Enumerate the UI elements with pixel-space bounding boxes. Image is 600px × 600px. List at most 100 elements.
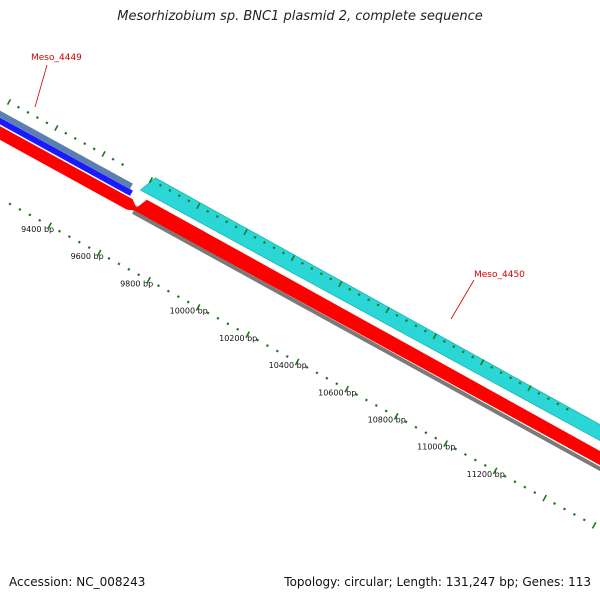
minor-tick [329, 277, 333, 281]
bp-tick-label: 9800 bp [120, 279, 153, 288]
minor-tick [111, 157, 115, 161]
minor-tick [285, 354, 289, 358]
minor-tick [364, 398, 368, 402]
major-tick [196, 203, 201, 210]
minor-tick [325, 376, 329, 380]
minor-tick [518, 381, 522, 385]
minor-tick [367, 298, 371, 302]
major-tick [338, 281, 343, 288]
minor-tick [374, 403, 378, 407]
gene-label-meso-4449: Meso_4449 [31, 53, 82, 63]
minor-tick [395, 313, 399, 317]
minor-tick [319, 272, 323, 276]
minor-tick [565, 407, 569, 411]
major-tick [6, 98, 12, 106]
minor-tick [523, 485, 527, 489]
topology-summary: Topology: circular; Length: 131,247 bp; … [284, 575, 591, 589]
minor-tick [8, 202, 12, 206]
minor-tick [404, 319, 408, 323]
minor-tick [166, 289, 170, 293]
minor-tick [16, 105, 20, 109]
leader-line [450, 279, 475, 320]
gene-meso-4449 [0, 117, 133, 196]
minor-tick [434, 436, 438, 440]
minor-tick [26, 110, 30, 114]
bp-tick-label: 9400 bp [21, 225, 54, 234]
minor-tick [127, 267, 131, 271]
major-tick [480, 359, 485, 366]
minor-tick [537, 391, 541, 395]
minor-tick [275, 349, 279, 353]
backbone-line-lower [132, 210, 600, 472]
minor-tick [281, 251, 285, 255]
major-tick [432, 333, 437, 340]
minor-tick [18, 207, 22, 211]
minor-tick [87, 246, 91, 250]
minor-tick [357, 293, 361, 297]
minor-tick [553, 502, 557, 506]
minor-tick [499, 371, 503, 375]
minor-tick [58, 229, 62, 233]
gene-meso-4450 [139, 177, 600, 441]
minor-tick [35, 116, 39, 120]
minor-tick [562, 507, 566, 511]
major-tick [344, 385, 350, 393]
major-tick [591, 521, 597, 529]
minor-tick [226, 322, 230, 326]
minor-tick [452, 345, 456, 349]
minor-tick [533, 491, 537, 495]
major-tick [47, 222, 52, 230]
major-tick [542, 494, 548, 502]
minor-tick [376, 303, 380, 307]
minor-tick [463, 453, 467, 456]
minor-tick [414, 425, 418, 429]
minor-tick [355, 393, 359, 397]
minor-tick [28, 213, 32, 217]
minor-tick [300, 261, 304, 265]
minor-tick [206, 209, 210, 213]
minor-tick [216, 316, 220, 320]
minor-tick [73, 136, 77, 140]
minor-tick [253, 235, 257, 239]
minor-tick [348, 287, 352, 291]
major-tick [146, 276, 152, 284]
map-title: Mesorhizobium sp. BNC1 plasmid 2, comple… [117, 9, 483, 24]
major-tick [492, 467, 498, 475]
major-tick [101, 151, 106, 158]
major-tick [148, 177, 154, 184]
bp-tick-label: 10000 bp [170, 307, 208, 316]
minor-tick [582, 518, 586, 522]
minor-tick [335, 382, 339, 386]
major-tick [290, 255, 296, 262]
minor-tick [38, 218, 42, 222]
minor-tick [67, 235, 71, 239]
major-tick [243, 229, 248, 236]
gene-red-band [133, 199, 600, 465]
labels-layer: Meso_4449 Meso_4450 [31, 53, 525, 320]
minor-tick [117, 262, 121, 266]
bp-tick-label: 10800 bp [368, 416, 406, 425]
minor-tick [503, 474, 507, 478]
gene-strip-steel [0, 110, 133, 189]
minor-tick [265, 344, 269, 348]
minor-tick [513, 480, 517, 484]
lower-tick-row: 9400 bp 9600 bp 9800 bp 10000 bp 10200 bp 104… [8, 202, 597, 529]
minor-tick [77, 240, 81, 244]
minor-tick [572, 512, 576, 516]
gene-label-meso-4450: Meso_4450 [474, 270, 525, 280]
minor-tick [483, 463, 487, 467]
major-tick [443, 440, 449, 448]
minor-tick [556, 402, 560, 406]
minor-tick [490, 365, 494, 369]
minor-tick [234, 225, 238, 229]
minor-tick [305, 365, 309, 369]
minor-tick [236, 327, 240, 331]
minor-tick [424, 431, 428, 435]
minor-tick [137, 273, 141, 277]
minor-tick [187, 199, 191, 203]
minor-tick [454, 447, 458, 451]
track-bands [0, 110, 600, 472]
minor-tick [225, 220, 229, 224]
